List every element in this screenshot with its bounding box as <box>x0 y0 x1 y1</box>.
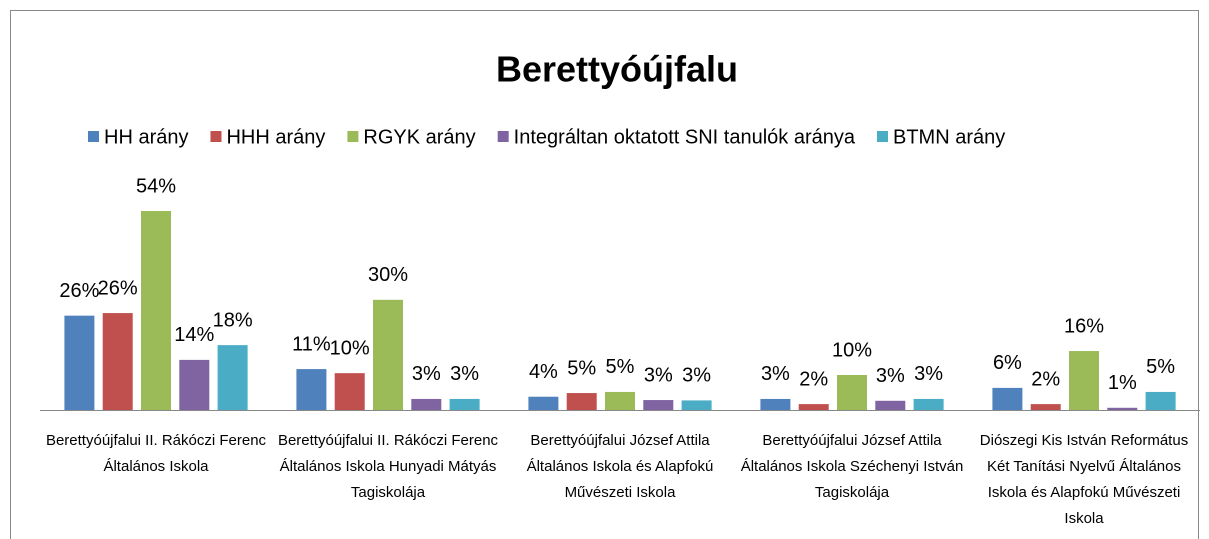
data-label: 30% <box>368 264 408 286</box>
data-label: 18% <box>213 309 253 331</box>
data-label: 6% <box>993 352 1022 374</box>
bar <box>643 400 674 410</box>
bar <box>1145 391 1176 410</box>
bar <box>179 359 210 410</box>
legend-label: Integráltan oktatott SNI tanulók aránya <box>514 126 856 148</box>
legend-swatch <box>347 131 359 142</box>
data-label: 3% <box>450 363 479 385</box>
data-label: 2% <box>799 368 828 390</box>
bar <box>528 396 559 410</box>
bar <box>913 398 944 410</box>
bar <box>64 315 95 410</box>
legend-swatch <box>877 131 888 142</box>
bar <box>760 398 791 410</box>
legend-swatch <box>497 131 509 142</box>
bar <box>102 313 133 410</box>
bar <box>334 373 365 410</box>
x-tick-label: Berettyóújfalui II. Rákóczi Ferenc Által… <box>45 432 267 475</box>
bar <box>296 369 327 410</box>
bar <box>411 398 442 410</box>
data-label: 3% <box>761 363 790 385</box>
bar <box>566 393 597 410</box>
data-label: 3% <box>682 365 711 387</box>
data-label: 10% <box>832 339 872 361</box>
x-tick-label: Diószegi Kis István Református Két Tanít… <box>979 432 1189 527</box>
bar <box>605 391 635 410</box>
data-label: 3% <box>644 364 673 386</box>
data-label: 3% <box>412 363 441 385</box>
bar <box>141 211 171 410</box>
x-tick-label: Berettyóújfalui József Attila Általános … <box>740 432 964 501</box>
data-label: 26% <box>59 280 99 302</box>
x-tick-label: Berettyóújfalui II. Rákóczi Ferenc Által… <box>277 432 499 501</box>
legend-swatch <box>88 131 99 142</box>
x-tick-label: Berettyóújfalui József Attila Általános … <box>526 432 714 501</box>
bar <box>1030 404 1061 410</box>
bar <box>449 398 480 410</box>
data-label: 10% <box>330 337 370 359</box>
bar <box>681 400 712 410</box>
bar <box>1107 407 1138 410</box>
legend-label: BTMN arány <box>893 126 1005 148</box>
bar <box>992 387 1023 410</box>
bar <box>837 374 867 410</box>
bar <box>798 404 829 410</box>
legend-swatch <box>210 131 222 142</box>
data-label: 4% <box>529 361 558 383</box>
bar <box>875 400 906 410</box>
data-label: 54% <box>136 175 176 197</box>
data-label: 1% <box>1108 372 1137 394</box>
bar <box>1069 351 1099 410</box>
legend-label: HHH arány <box>226 126 325 148</box>
data-label: 5% <box>567 357 596 379</box>
chart-title: Berettyóújfalu <box>496 49 738 90</box>
data-label: 5% <box>606 356 635 378</box>
data-label: 14% <box>174 324 214 346</box>
data-label: 16% <box>1064 315 1104 337</box>
chart-border <box>10 10 1199 539</box>
legend-label: HH arány <box>104 126 188 148</box>
data-label: 3% <box>876 365 905 387</box>
data-label: 11% <box>292 333 331 355</box>
bar <box>373 299 403 410</box>
data-label: 5% <box>1146 356 1175 378</box>
data-label: 3% <box>914 363 943 385</box>
bar <box>217 345 248 410</box>
legend-label: RGYK arány <box>363 126 475 148</box>
data-label: 26% <box>98 277 138 299</box>
data-label: 2% <box>1031 368 1060 390</box>
